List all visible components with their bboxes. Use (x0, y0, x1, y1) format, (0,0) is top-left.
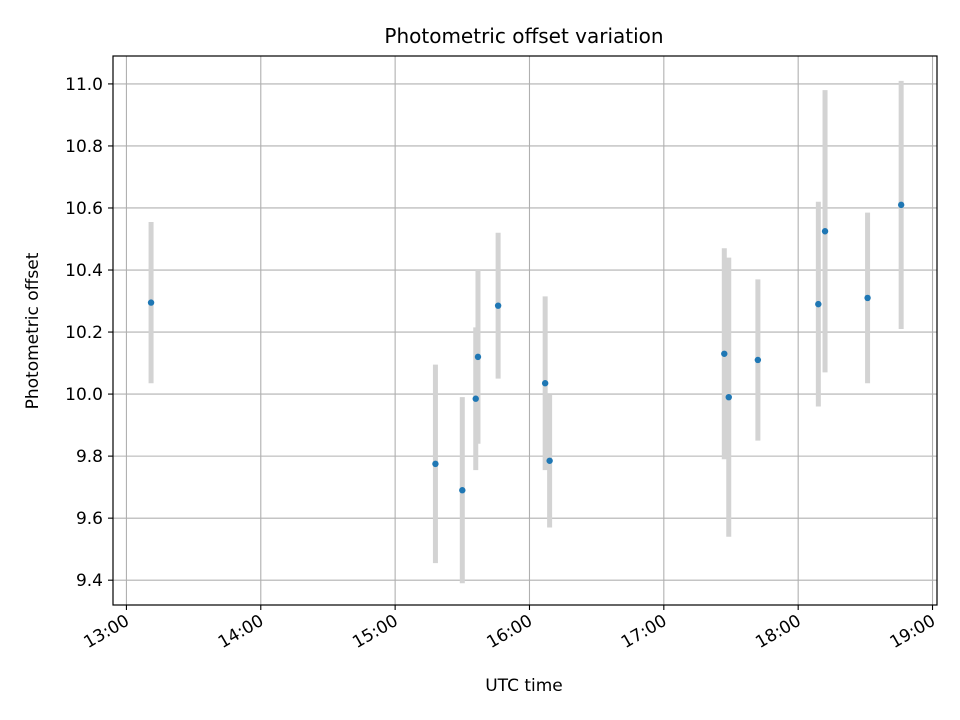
y-tick-label: 10.6 (65, 199, 103, 219)
y-tick-label: 10.4 (65, 261, 103, 281)
data-point (474, 353, 482, 361)
data-point (147, 299, 155, 306)
grid (113, 56, 937, 605)
data-point (459, 487, 466, 494)
y-tick-label: 10.2 (65, 323, 103, 343)
data-point (864, 294, 871, 302)
data-point (494, 302, 502, 309)
x-axis-label: UTC time (485, 676, 563, 696)
y-tick-label: 9.4 (76, 571, 103, 591)
data-point (754, 356, 762, 364)
chart-title: Photometric offset variation (384, 24, 663, 48)
data-point (721, 350, 728, 357)
data-point (432, 460, 439, 468)
data-point (897, 201, 905, 209)
plot-frame (112, 55, 938, 606)
data-point (821, 228, 829, 235)
data-point (815, 300, 822, 308)
y-axis-label: Photometric offset (23, 252, 43, 409)
y-tick-label: 9.6 (76, 509, 103, 529)
data-points (147, 201, 905, 494)
y-tick-label: 9.8 (76, 447, 103, 467)
y-axis: 9.4 9.6 9.8 10.0 10.2 10.4 10.6 10.8 11.0 (65, 75, 113, 591)
data-point (546, 457, 553, 464)
data-point (725, 393, 732, 401)
data-point (541, 380, 549, 387)
y-tick-label: 11.0 (65, 75, 103, 95)
y-tick-label: 10.8 (65, 137, 103, 157)
y-tick-label: 10.0 (65, 385, 103, 405)
data-point (472, 395, 479, 402)
